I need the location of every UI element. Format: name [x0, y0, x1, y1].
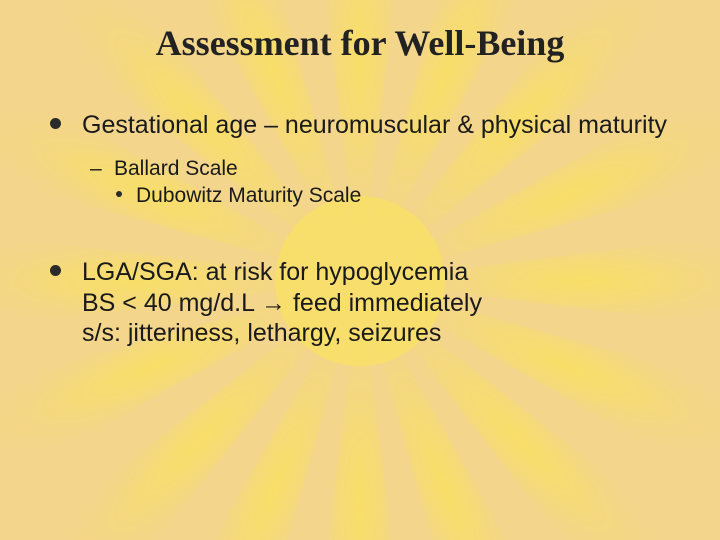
disc-bullet-icon: [50, 118, 61, 129]
bullet-text: Ballard Scale: [114, 157, 238, 180]
bullet-text: Dubowitz Maturity Scale: [136, 184, 361, 207]
bullet-text-line: BS < 40 mg/d.L → feed immediately: [82, 289, 482, 317]
bullet-level3-dot: Dubowitz Maturity Scale: [48, 182, 680, 209]
bullet-text-line: s/s: jitteriness, lethargy, seizures: [82, 319, 441, 347]
slide: Assessment for Well-Being Gestational ag…: [0, 0, 720, 540]
slide-title: Assessment for Well-Being: [0, 22, 720, 64]
bullet-level1: Gestational age – neuromuscular & physic…: [48, 110, 680, 141]
slide-body: Gestational age – neuromuscular & physic…: [48, 110, 680, 363]
bullet-text-line: LGA/SGA: at risk for hypoglycemia: [82, 258, 468, 286]
bullet-text: Gestational age – neuromuscular & physic…: [82, 111, 667, 139]
bullet-level2-dash: – Ballard Scale: [48, 155, 680, 182]
dot-bullet-icon: [116, 191, 122, 197]
disc-bullet-icon: [50, 265, 61, 276]
bullet-level1: LGA/SGA: at risk for hypoglycemia BS < 4…: [48, 257, 680, 349]
dash-bullet-icon: –: [90, 155, 102, 182]
